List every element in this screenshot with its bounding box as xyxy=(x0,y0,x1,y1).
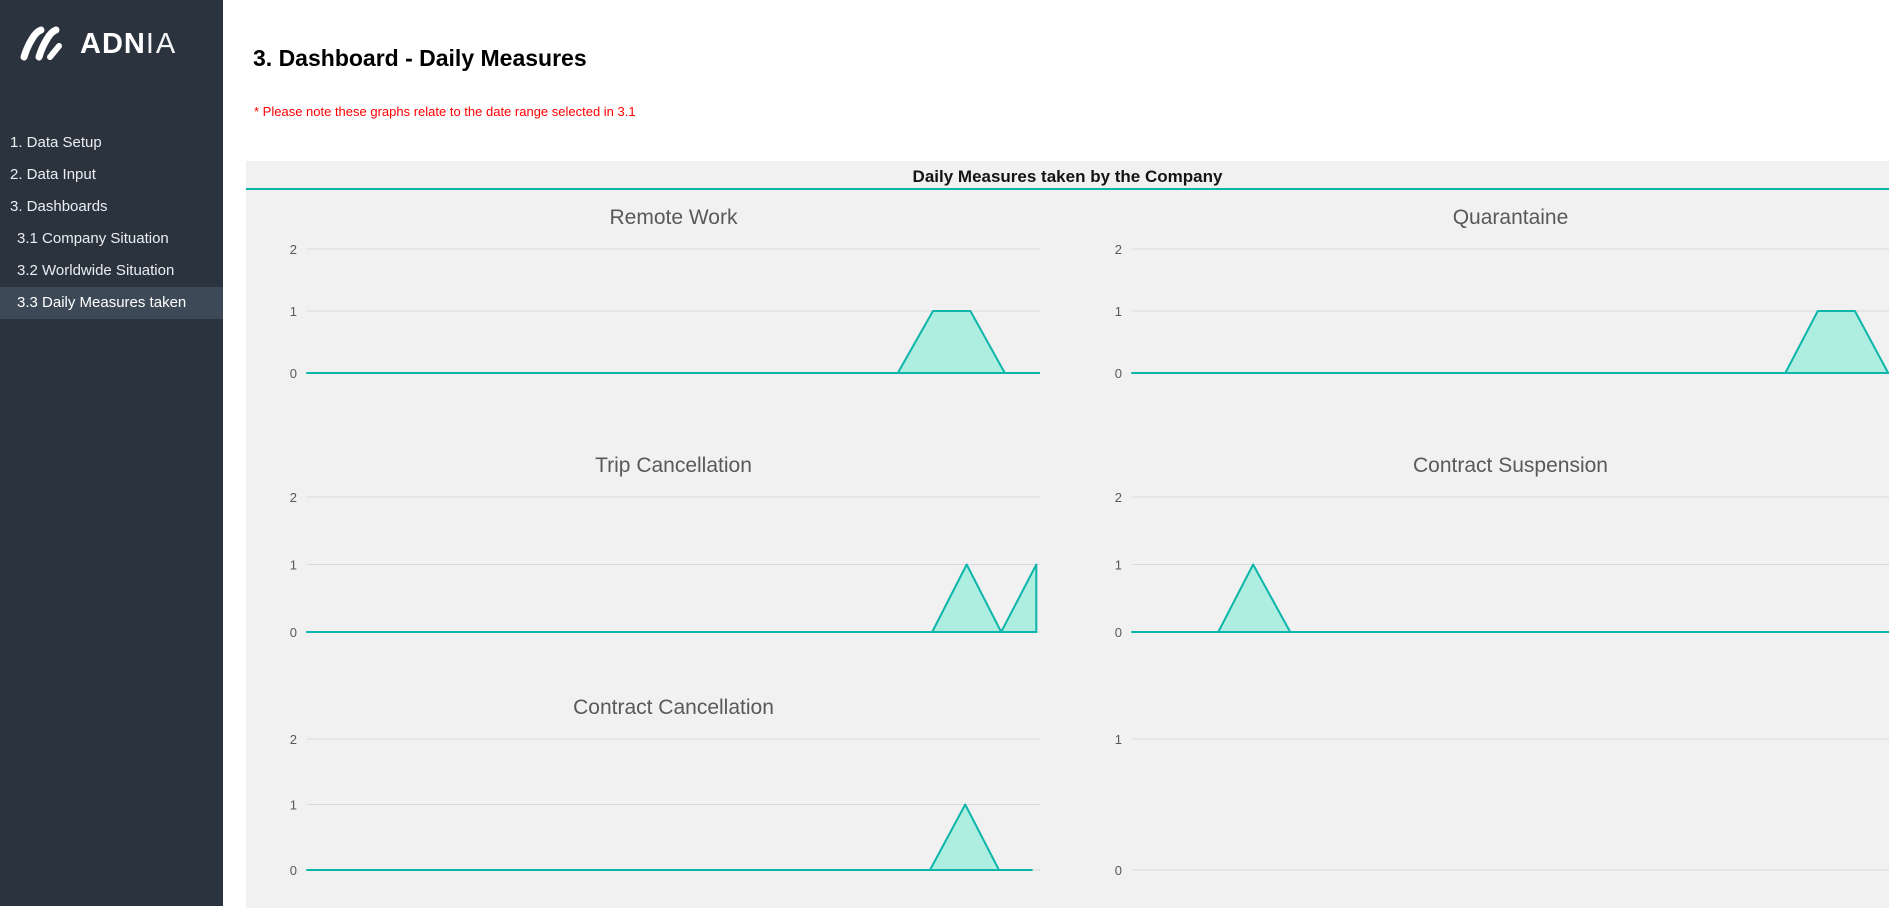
y-axis-tick-label: 2 xyxy=(1115,490,1122,505)
logo-text-bold: ADN xyxy=(80,27,146,60)
chart-title: Quarantaine xyxy=(1452,206,1569,229)
main-content: 3. Dashboard - Daily Measures * Please n… xyxy=(223,0,1889,916)
chart-plot-area: 0 1 2 xyxy=(263,239,1040,382)
page-title: 3. Dashboard - Daily Measures xyxy=(253,45,587,72)
y-axis-tick-label: 0 xyxy=(290,366,297,381)
chart-title: Contract Cancellation xyxy=(573,696,774,719)
sidebar-item-worldwide-situation[interactable]: 3.2 Worldwide Situation xyxy=(17,262,175,279)
y-axis-tick-label: 2 xyxy=(1115,242,1122,257)
area-series xyxy=(306,563,1038,633)
y-axis-tick-label: 0 xyxy=(1115,366,1122,381)
y-axis-tick-label: 2 xyxy=(290,490,297,505)
sidebar-item-daily-measures[interactable]: 3.3 Daily Measures taken xyxy=(0,287,223,319)
chart-contract-suspension[interactable]: Contract Suspension 0 1 2 xyxy=(1088,449,1889,641)
sidebar-item-dashboards[interactable]: 3. Dashboards xyxy=(10,198,108,215)
chart-plot-area: 0 1 2 xyxy=(1088,487,1889,641)
y-axis-tick-label: 1 xyxy=(290,558,297,573)
daily-measures-panel: Daily Measures taken by the Company Remo… xyxy=(246,161,1889,908)
sidebar-item-data-input[interactable]: 2. Data Input xyxy=(10,166,96,183)
logo-wordmark: ADNIA xyxy=(80,28,177,61)
y-axis-tick-label: 1 xyxy=(290,798,297,813)
chart-title: Remote Work xyxy=(609,206,738,229)
area-series xyxy=(306,310,1040,374)
chart-trip-cancellation[interactable]: Trip Cancellation 0 1 2 xyxy=(263,449,1040,641)
area-series xyxy=(1131,310,1889,374)
chart-quarantaine[interactable]: Quarantaine 0 1 2 xyxy=(1088,201,1889,382)
sidebar: ADNIA 1. Data Setup 2. Data Input 3. Das… xyxy=(0,0,223,906)
sidebar-item-data-setup[interactable]: 1. Data Setup xyxy=(10,134,102,151)
sidebar-item-company-situation[interactable]: 3.1 Company Situation xyxy=(17,230,169,247)
y-axis-tick-label: 0 xyxy=(1115,625,1122,640)
y-axis-tick-label: 1 xyxy=(1115,732,1122,747)
chart-title xyxy=(1132,691,1889,729)
area-series xyxy=(306,803,1033,871)
sidebar-nav: 1. Data Setup 2. Data Input 3. Dashboard… xyxy=(0,127,223,319)
logo-text-light: IA xyxy=(145,27,178,60)
adnia-logo-icon xyxy=(20,26,62,61)
chart-plot-area: 0 1 2 xyxy=(263,487,1040,641)
y-axis-tick-label: 2 xyxy=(290,242,297,257)
y-axis-tick-label: 1 xyxy=(290,304,297,319)
chart-title: Trip Cancellation xyxy=(595,454,752,477)
panel-title: Daily Measures taken by the Company xyxy=(912,167,1223,186)
chart-title: Contract Suspension xyxy=(1413,454,1608,477)
date-range-note: * Please note these graphs relate to the… xyxy=(254,104,636,119)
chart-plot-area: 0 1 2 xyxy=(263,729,1040,879)
y-axis-tick-label: 0 xyxy=(290,863,297,878)
area-series xyxy=(1131,563,1889,633)
adnia-logo: ADNIA xyxy=(0,0,223,66)
y-axis-tick-label: 1 xyxy=(1115,304,1122,319)
chart-remote-work[interactable]: Remote Work 0 1 2 xyxy=(263,201,1040,382)
panel-title-rule xyxy=(246,188,1889,190)
y-axis-tick-label: 0 xyxy=(1115,863,1122,878)
y-axis-tick-label: 0 xyxy=(290,625,297,640)
y-axis-tick-label: 1 xyxy=(1115,558,1122,573)
chart-plot-area: 0 1 2 xyxy=(1088,239,1889,382)
chart-contract-cancellation[interactable]: Contract Cancellation 0 1 2 xyxy=(263,691,1040,879)
y-axis-tick-label: 2 xyxy=(290,732,297,747)
